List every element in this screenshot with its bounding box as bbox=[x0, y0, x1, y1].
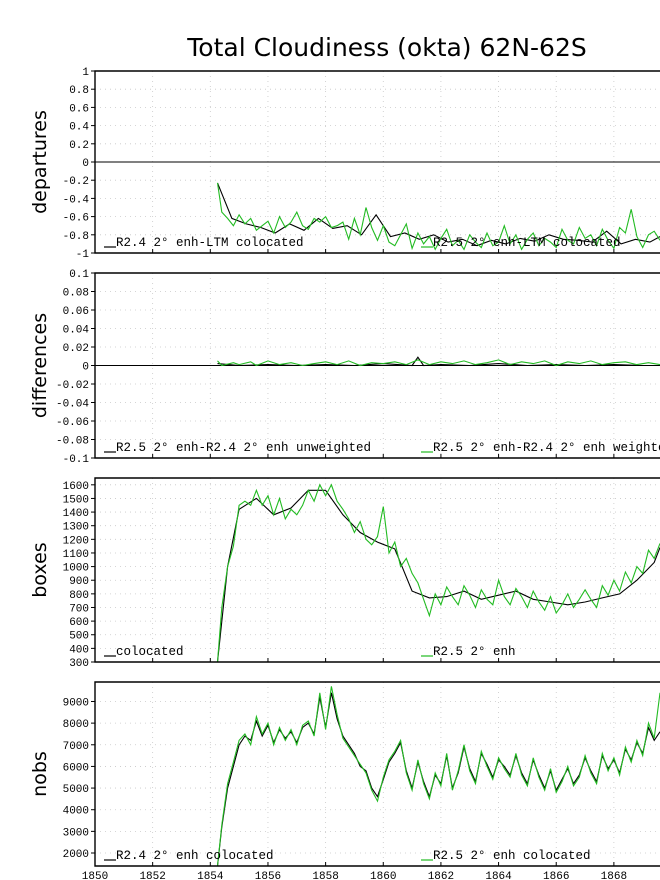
x-tick-label: 1864 bbox=[485, 871, 512, 880]
x-tick-label: 1850 bbox=[82, 871, 108, 880]
y-tick-label: 1500 bbox=[63, 494, 89, 506]
y-tick-label: 900 bbox=[69, 576, 89, 588]
legend-item: R2.5 2° enh-LTM colocated bbox=[421, 236, 621, 250]
panel-departures: 1 0.8 0.6 0.4 0.2 0 -0.2 -0.4 -0.6 -0.8 -1 departur… bbox=[29, 67, 660, 261]
legend-label: R2.5 2° enh colocated bbox=[433, 849, 591, 863]
y-tick-label: 1 bbox=[82, 67, 89, 79]
y-tick-label: -0.8 bbox=[63, 231, 89, 243]
y-tick-label: 800 bbox=[69, 590, 89, 602]
y-tick-label: 0.2 bbox=[69, 140, 89, 152]
x-tick-label: 1868 bbox=[601, 871, 627, 880]
panel-nobs: 9000 8000 7000 6000 5000 4000 3000 2000 nobs R2.4… bbox=[29, 681, 660, 867]
y-tick-label: 1100 bbox=[63, 549, 89, 561]
y-tick-label: 6000 bbox=[63, 762, 89, 774]
y-tick-label: 1000 bbox=[63, 563, 89, 575]
legend-item: R2.4 2° enh colocated bbox=[104, 849, 274, 863]
x-tick-label: 1866 bbox=[543, 871, 569, 880]
x-tick-label: 1858 bbox=[312, 871, 338, 880]
y-tick-label: -0.4 bbox=[63, 194, 90, 206]
legend-item: R2.5 2° enh-R2.4 2° enh unweighted bbox=[104, 441, 371, 455]
series-line-black bbox=[216, 489, 660, 662]
legend-item: R2.5 2° enh-R2.4 2° enh weighted bbox=[421, 441, 660, 455]
y-tick-label: 1200 bbox=[63, 535, 89, 547]
y-tick-label: 0.4 bbox=[69, 122, 89, 134]
x-axis: 1850 1852 1854 1856 1858 1860 1862 1864 1866 1868 bbox=[82, 249, 627, 880]
y-tick-label: -0.02 bbox=[56, 380, 89, 392]
y-tick-label: 0.1 bbox=[69, 269, 89, 281]
legend-label: R2.5 2° enh bbox=[433, 645, 516, 659]
legend-label: R2.5 2° enh-R2.4 2° enh unweighted bbox=[116, 441, 371, 455]
x-tick-label: 1860 bbox=[370, 871, 396, 880]
series-line-green bbox=[216, 483, 660, 662]
y-tick-label: 0.04 bbox=[63, 325, 90, 337]
grid-nobs bbox=[94, 682, 660, 866]
y-axis-label: nobs bbox=[29, 751, 51, 797]
x-tick-label: 1852 bbox=[139, 871, 165, 880]
y-tick-label: 300 bbox=[69, 658, 89, 670]
y-tick-label: 0.6 bbox=[69, 103, 89, 115]
y-tick-label: -0.06 bbox=[56, 417, 89, 429]
y-axis-label: departures bbox=[29, 110, 51, 214]
y-tick-label: 1400 bbox=[63, 508, 89, 520]
y-axis-label: differences bbox=[29, 313, 51, 418]
y-tick-label: 7000 bbox=[63, 741, 89, 753]
legend-item: R2.5 2° enh colocated bbox=[421, 849, 591, 863]
y-tick-label: 4000 bbox=[63, 806, 89, 818]
plot-frame bbox=[94, 681, 660, 867]
series-line-black bbox=[216, 692, 660, 866]
y-tick-label: 3000 bbox=[63, 827, 89, 839]
y-tick-label: 9000 bbox=[63, 697, 89, 709]
y-tick-label: 0.02 bbox=[63, 343, 89, 355]
legend-label: R2.4 2° enh-LTM colocated bbox=[116, 236, 304, 250]
chart-title: Total Cloudiness (okta) 62N-62S bbox=[186, 33, 586, 62]
y-tick-label: 500 bbox=[69, 631, 89, 643]
y-tick-label: 0.08 bbox=[63, 288, 89, 300]
y-tick-label: -0.2 bbox=[63, 176, 89, 188]
x-tick-label: 1854 bbox=[197, 871, 224, 880]
y-tick-label: 1300 bbox=[63, 522, 89, 534]
y-tick-label: -0.1 bbox=[63, 454, 90, 466]
series-line-green bbox=[216, 686, 660, 866]
x-tick-label: 1856 bbox=[255, 871, 281, 880]
y-tick-label: -1 bbox=[76, 249, 90, 261]
y-tick-label: 0.8 bbox=[69, 85, 89, 97]
legend-item: R2.4 2° enh-LTM colocated bbox=[104, 236, 304, 250]
y-tick-label: -0.6 bbox=[63, 213, 89, 225]
series-line-green bbox=[217, 359, 660, 367]
y-tick-label: 400 bbox=[69, 644, 89, 656]
series-line-black bbox=[217, 356, 660, 367]
y-tick-label: 2000 bbox=[63, 849, 89, 861]
y-axis-label: boxes bbox=[29, 542, 51, 597]
y-tick-label: 5000 bbox=[63, 784, 89, 796]
y-tick-label: 0 bbox=[82, 362, 89, 374]
grid-boxes bbox=[94, 478, 660, 663]
y-tick-label: 0.06 bbox=[63, 306, 89, 318]
legend-label: R2.5 2° enh-LTM colocated bbox=[433, 236, 621, 250]
legend-item: R2.5 2° enh bbox=[421, 645, 516, 659]
y-tick-label: -0.08 bbox=[56, 436, 89, 448]
x-tick-label: 1862 bbox=[428, 871, 454, 880]
series-line-green bbox=[216, 182, 660, 251]
panel-differences: 0.1 0.08 0.06 0.04 0.02 0 -0.02 -0.04 -0.06 -0.08… bbox=[29, 269, 660, 466]
y-tick-label: 600 bbox=[69, 617, 89, 629]
y-tick-label: 8000 bbox=[63, 719, 89, 731]
plot-frame bbox=[94, 477, 660, 663]
y-tick-label: -0.04 bbox=[56, 399, 89, 411]
legend-item: colocated bbox=[104, 645, 184, 659]
legend-label: R2.5 2° enh-R2.4 2° enh weighted bbox=[433, 441, 660, 455]
y-tick-label: 700 bbox=[69, 603, 89, 615]
y-tick-label: 1600 bbox=[63, 481, 89, 493]
legend-label: colocated bbox=[116, 645, 184, 659]
legend-label: R2.4 2° enh colocated bbox=[116, 849, 274, 863]
y-tick-label: 0 bbox=[82, 158, 89, 170]
